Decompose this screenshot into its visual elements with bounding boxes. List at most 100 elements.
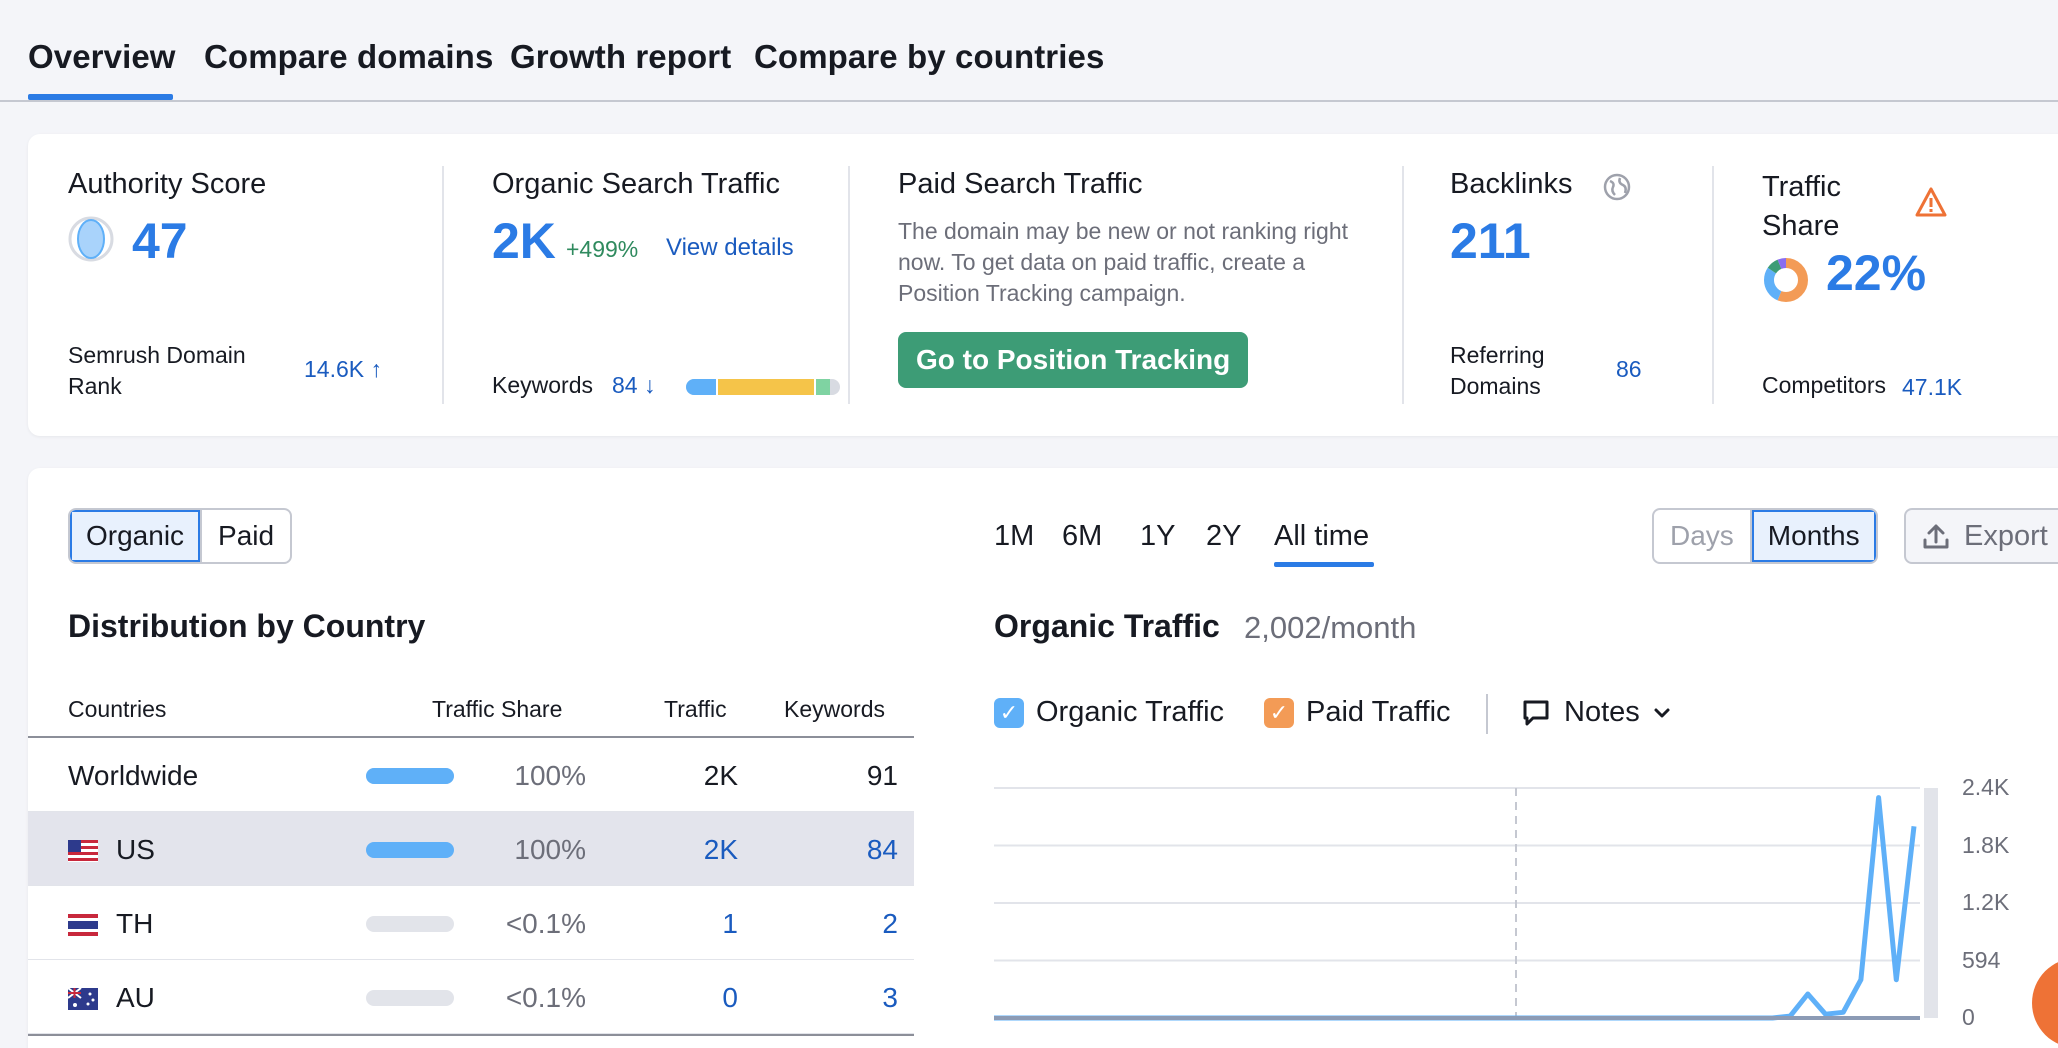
tab-compare-by-countries[interactable]: Compare by countries xyxy=(754,38,1105,75)
traffic-share-bar xyxy=(366,990,454,1006)
traffic-value[interactable]: 2K xyxy=(703,834,738,865)
keywords-label: Keywords xyxy=(492,372,593,398)
divider xyxy=(1712,166,1714,404)
table-row[interactable]: US 100% 2K 84 xyxy=(28,812,914,886)
paid-traffic-title: Paid Search Traffic xyxy=(898,168,1143,200)
traffic-share-value: 100% xyxy=(514,760,586,791)
months-button[interactable]: Months xyxy=(1749,510,1876,562)
traffic-share-donut-icon xyxy=(1764,258,1808,302)
notes-label: Notes xyxy=(1564,696,1640,728)
organic-traffic-change: +499% xyxy=(566,236,639,262)
semrush-rank-label: Semrush Domain Rank xyxy=(68,342,246,399)
us-flag-icon xyxy=(68,840,98,862)
organic-traffic-chart xyxy=(994,787,1938,1021)
traffic-share-title: Traffic Share xyxy=(1762,171,1841,242)
range-2y[interactable]: 2Y xyxy=(1206,520,1242,552)
traffic-share-value: 100% xyxy=(514,834,586,865)
comment-icon xyxy=(1523,700,1549,725)
organic-traffic-value[interactable]: 2K xyxy=(492,213,556,269)
legend-organic-traffic[interactable]: ✓ Organic Traffic xyxy=(994,696,1224,729)
legend-divider xyxy=(1486,694,1488,734)
range-1y[interactable]: 1Y xyxy=(1140,520,1176,552)
backlinks-value[interactable]: 211 xyxy=(1450,213,1531,269)
distribution-title: Distribution by Country xyxy=(68,608,426,644)
view-details-link[interactable]: View details xyxy=(666,234,794,261)
table-header-divider xyxy=(28,736,914,738)
table-row[interactable]: Worldwide 100% 2K 91 xyxy=(28,738,914,812)
organic-traffic-series-line[interactable] xyxy=(994,795,1917,1021)
export-button[interactable]: Export xyxy=(1904,508,2058,564)
report-tabs: Overview Compare domains Growth report C… xyxy=(0,0,2058,102)
semrush-rank-value[interactable]: 14.6K ↑ xyxy=(304,356,382,382)
checkbox-checked-icon[interactable]: ✓ xyxy=(994,697,1024,728)
traffic-share-bar xyxy=(366,768,454,784)
range-all-time[interactable]: All time xyxy=(1274,520,1370,552)
traffic-share-bar xyxy=(366,916,454,932)
country-name: US xyxy=(116,834,155,865)
organic-traffic-chart-title: Organic Traffic xyxy=(994,608,1220,644)
country-name: AU xyxy=(116,982,155,1013)
referring-domains-label: Referring Domains xyxy=(1450,342,1545,399)
traffic-share-value: <0.1% xyxy=(505,908,586,939)
competitors-value[interactable]: 47.1K xyxy=(1902,374,1963,400)
referring-domains-value[interactable]: 86 xyxy=(1616,356,1642,382)
y-tick-label: 1.2K xyxy=(1962,889,2010,915)
keywords-value[interactable]: 84 ↓ xyxy=(612,372,656,398)
th-flag-icon xyxy=(68,914,98,936)
traffic-value[interactable]: 1 xyxy=(722,908,738,939)
keywords-value[interactable]: 3 xyxy=(882,982,898,1013)
column-traffic-share[interactable]: Traffic Share xyxy=(432,696,563,722)
traffic-share-value[interactable]: 22% xyxy=(1826,245,1927,301)
traffic-share-value: <0.1% xyxy=(505,982,586,1013)
y-tick-label: 1.8K xyxy=(1962,831,2010,858)
backlinks-title: Backlinks xyxy=(1450,168,1573,200)
country-name: TH xyxy=(116,908,154,939)
divider xyxy=(442,166,444,404)
organic-traffic-title: Organic Search Traffic xyxy=(492,168,780,200)
column-traffic[interactable]: Traffic xyxy=(664,696,727,722)
traffic-value[interactable]: 0 xyxy=(722,982,738,1013)
summary-card: Authority Score 47 Semrush Domain Rank 1… xyxy=(28,134,2058,436)
range-6m[interactable]: 6M xyxy=(1062,520,1103,552)
au-flag-icon xyxy=(68,988,98,1010)
keywords-value[interactable]: 84 xyxy=(866,834,898,865)
chevron-down-icon xyxy=(1654,708,1670,717)
tab-overview[interactable]: Overview xyxy=(28,38,176,75)
table-row[interactable]: TH <0.1% 1 2 xyxy=(28,886,914,960)
authority-score-icon xyxy=(68,216,114,262)
y-tick-label: 0 xyxy=(1962,1004,1975,1030)
table-row[interactable]: AU <0.1% 0 3 xyxy=(28,960,914,1034)
chart-gridlines xyxy=(994,787,1920,962)
range-1m[interactable]: 1M xyxy=(994,520,1035,552)
divider xyxy=(848,166,850,404)
keywords-value[interactable]: 2 xyxy=(882,908,898,939)
tab-growth-report[interactable]: Growth report xyxy=(510,38,732,75)
paid-toggle-button[interactable]: Paid xyxy=(200,510,290,562)
warning-icon[interactable] xyxy=(1914,186,1948,218)
upload-icon xyxy=(1923,524,1949,549)
keywords-distribution-bar xyxy=(686,379,840,395)
authority-score-value: 47 xyxy=(132,213,188,269)
authority-score-title: Authority Score xyxy=(68,168,267,200)
main-card xyxy=(28,468,2058,1048)
go-to-position-tracking-button[interactable]: Go to Position Tracking xyxy=(898,332,1249,388)
tab-compare-domains[interactable]: Compare domains xyxy=(204,38,494,75)
organic-toggle-button[interactable]: Organic xyxy=(70,510,201,562)
granularity-toggle: Days Months xyxy=(1652,508,1878,564)
organic-traffic-monthly: 2,002/month xyxy=(1244,610,1417,645)
competitors-label: Competitors xyxy=(1762,372,1886,398)
divider xyxy=(1402,166,1404,404)
y-tick-label: 2.4K xyxy=(1962,774,2010,800)
notes-dropdown[interactable]: Notes xyxy=(1520,696,1674,729)
globe-icon[interactable] xyxy=(1602,172,1632,202)
export-label: Export xyxy=(1964,519,2048,552)
active-range-indicator xyxy=(1274,562,1374,567)
keywords-value: 91 xyxy=(866,760,898,791)
legend-paid-label: Paid Traffic xyxy=(1306,696,1451,728)
active-tab-indicator xyxy=(28,94,173,100)
column-countries: Countries xyxy=(68,696,167,722)
days-button[interactable]: Days xyxy=(1670,520,1734,551)
legend-paid-traffic[interactable]: ✓ Paid Traffic xyxy=(1264,696,1451,729)
checkbox-checked-icon[interactable]: ✓ xyxy=(1264,697,1294,728)
column-keywords[interactable]: Keywords xyxy=(784,696,885,722)
